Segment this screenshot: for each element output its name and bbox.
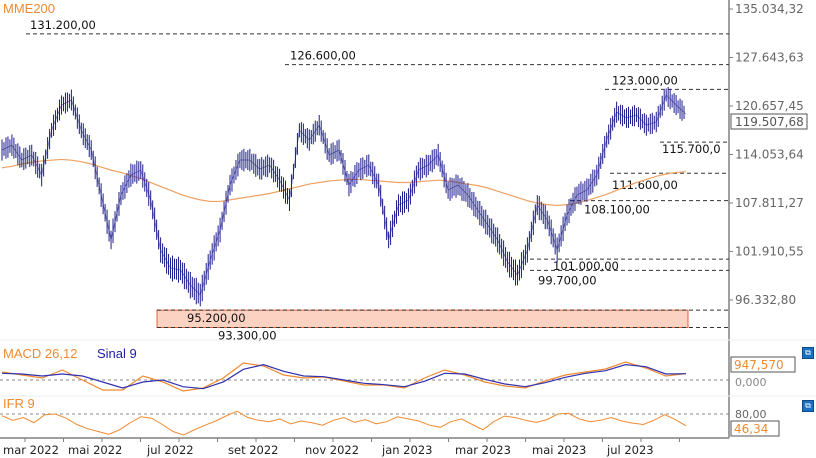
ifr-value-box [730,420,780,437]
support-zone [156,309,689,329]
level-label: 126.600,00 [290,49,356,63]
expand-icon[interactable]: ⧉ [802,347,814,359]
y-tick-label: 120.657,45 [735,99,804,113]
level-label: 123.000,00 [612,73,678,87]
last-price-box [730,113,808,130]
level-label: 115.700,0 [662,142,721,156]
y-tick-label: 127.643,63 [735,50,804,64]
macd-value-box [730,356,796,373]
ifr-value-label: 46,34 [734,422,768,436]
macd-zero-label: 0,000 [735,376,767,389]
price-line [1,94,687,296]
y-tick-label: 135.034,32 [735,2,804,16]
y-tick-label: 96.332,80 [735,293,796,307]
mme200-line [1,158,687,207]
y-tick-label: 114.053,64 [735,147,804,161]
x-tick-label: mar 2022 [3,443,59,457]
y-tick-label: 101.910,55 [735,244,804,258]
x-tick-label: jan 2023 [381,443,432,457]
x-tick-label: jul 2022 [146,443,194,457]
ifr-reference-label: 80,00 [735,408,767,421]
last-price-label: 119.507,68 [735,115,804,129]
level-label: 101.000,00 [553,259,619,273]
x-tick-label: set 2022 [228,443,279,457]
macd-line [1,361,687,392]
level-label: 93.300,00 [218,329,277,343]
level-label: 111.600,00 [612,178,678,192]
x-tick-label: nov 2022 [305,443,359,457]
macd-value-label: 947,570 [734,358,784,372]
x-tick-label: mai 2022 [68,443,122,457]
level-label: 108.100,00 [584,203,650,217]
mme200-legend: MME200 [3,1,56,16]
level-label: 95.200,00 [187,311,246,325]
macd-legend: MACD 26,12 [3,346,78,361]
x-tick-label: mar 2023 [455,443,511,457]
expand-icon[interactable]: ⧉ [802,400,814,412]
x-tick-label: jul 2023 [606,443,654,457]
signal-legend: Sinal 9 [97,346,137,361]
ifr-legend: IFR 9 [3,396,35,411]
level-label: 99.700,00 [538,273,597,287]
level-label: 131.200,00 [30,18,96,32]
signal-line [1,364,687,390]
x-tick-label: mai 2023 [532,443,586,457]
y-tick-label: 107.811,27 [735,196,804,210]
ifr-line [1,410,687,436]
